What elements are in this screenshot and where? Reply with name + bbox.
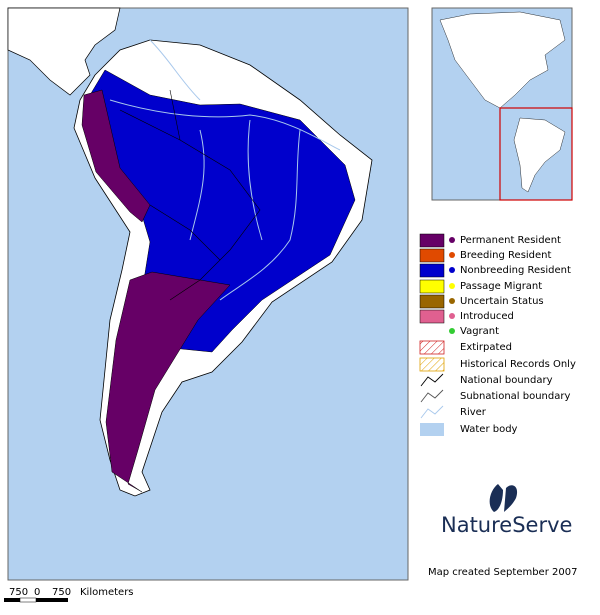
inset-south-america (513, 117, 566, 193)
legend-line (420, 373, 444, 387)
inset-extent (499, 107, 573, 201)
legend-label: Vagrant (460, 326, 499, 337)
logo-butterfly (489, 484, 518, 512)
legend-label: Subnational boundary (460, 391, 570, 402)
scale-tick-label: 0 (34, 587, 40, 598)
legend: Permanent Resident Breeding Resident Nonbr… (419, 233, 576, 436)
legend-label: Extirpated (460, 342, 512, 353)
legend-swatch (419, 248, 445, 263)
logo: NatureServe (441, 484, 572, 537)
legend-label: Permanent Resident (460, 235, 561, 246)
permanent-range-south (105, 271, 231, 493)
national-boundaries (119, 89, 261, 301)
north-america (439, 11, 566, 109)
legend-label: River (460, 407, 487, 418)
legend-label: Water body (460, 424, 518, 435)
scale-segment (19, 597, 37, 603)
scale-tick-label: 750 (52, 587, 71, 598)
permanent-range-north (81, 89, 151, 223)
legend-swatch (419, 233, 445, 248)
legend-swatch (419, 309, 445, 324)
legend-label: Uncertain Status (460, 296, 544, 307)
legend-label: Nonbreeding Resident (460, 265, 571, 276)
legend-swatch (419, 294, 445, 309)
scale-tick-label: 750 (9, 587, 28, 598)
rivers (109, 39, 341, 301)
legend-dot (449, 313, 455, 319)
legend-line (420, 389, 444, 403)
inset-map (431, 7, 573, 201)
legend-dot (449, 237, 455, 243)
legend-label: Historical Records Only (460, 359, 576, 370)
legend-label: Introduced (460, 311, 514, 322)
legend-line (420, 405, 444, 419)
main-map (7, 7, 409, 581)
scale-bar: 750 0 750 Kilometers (4, 587, 134, 603)
map-credit: Map created September 2007 (428, 567, 577, 578)
legend-label: Passage Migrant (460, 281, 542, 292)
central-america (7, 7, 121, 96)
logo-text: NatureServe (441, 513, 572, 537)
legend-swatch (419, 340, 445, 355)
legend-swatch (420, 423, 444, 436)
scale-segment (36, 598, 68, 602)
legend-dot (449, 298, 455, 304)
legend-dot (449, 283, 455, 289)
scale-unit: Kilometers (80, 587, 134, 598)
legend-label: National boundary (460, 375, 553, 386)
scale-segment (4, 598, 20, 602)
legend-swatch (419, 279, 445, 294)
legend-dot (449, 328, 455, 334)
legend-dot (449, 252, 455, 258)
legend-label: Breeding Resident (460, 250, 552, 261)
legend-swatch (419, 357, 445, 372)
legend-swatch (419, 263, 445, 278)
legend-dot (449, 267, 455, 273)
